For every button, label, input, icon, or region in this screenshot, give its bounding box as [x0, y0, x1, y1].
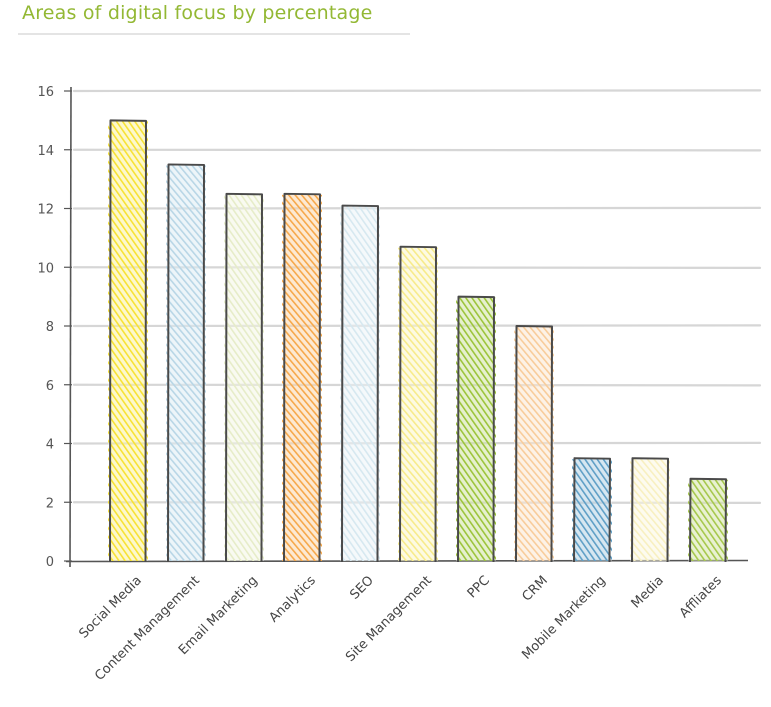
bar-outline: [515, 325, 553, 563]
bar-site-management: [398, 245, 438, 563]
x-tick-label-content-management: Content Management: [92, 573, 203, 684]
bar-fill: [572, 459, 612, 561]
bar-email-marketing: [224, 192, 264, 563]
bar-tint: [516, 326, 552, 561]
bar-fill: [630, 459, 670, 561]
x-tick-label-affliates: Affliates: [677, 573, 725, 621]
bar-outline: [341, 204, 379, 563]
x-tick-label-ppc: PPC: [465, 573, 493, 601]
y-tick-label-16: 16: [37, 85, 54, 100]
y-tick-label-0: 0: [46, 555, 54, 570]
bar-outline: [225, 192, 263, 563]
x-tick-label-seo: SEO: [347, 573, 376, 602]
bar-fill: [514, 327, 554, 561]
bar-tint: [110, 120, 146, 561]
bar-fill: [456, 297, 496, 561]
bar-social-media: [108, 119, 148, 563]
bars: [108, 119, 728, 563]
bar-outline: [283, 192, 321, 563]
bar-outline: [631, 457, 669, 563]
y-tick-label-14: 14: [37, 144, 54, 159]
bar-media: [630, 457, 670, 563]
bar-tint: [168, 164, 204, 561]
bar-crm: [514, 325, 554, 563]
chart-title: Areas of digital focus by percentage: [22, 2, 373, 24]
bar-tint: [458, 296, 494, 561]
bar-outline: [399, 245, 437, 563]
bar-outline: [573, 457, 611, 563]
bar-fill: [108, 121, 148, 561]
bar-seo: [340, 204, 380, 563]
y-tick-label-6: 6: [46, 379, 54, 394]
bar-mobile-marketing: [572, 457, 612, 563]
bar-tint: [226, 193, 262, 561]
bar-outline: [109, 119, 147, 563]
x-tick-label-analytics: Analytics: [266, 573, 319, 626]
bar-tint: [284, 193, 320, 561]
bar-tint: [574, 458, 610, 561]
bar-tint: [400, 246, 436, 561]
y-tick-label-10: 10: [37, 261, 54, 276]
bar-outline: [689, 477, 727, 563]
y-axis-line: [69, 86, 72, 568]
y-tick-label-12: 12: [37, 203, 54, 218]
bar-analytics: [282, 192, 322, 563]
x-tick-label-crm: CRM: [519, 573, 550, 604]
bar-fill: [398, 247, 438, 561]
y-tick-label-2: 2: [46, 496, 54, 511]
y-tick-label-8: 8: [46, 320, 54, 335]
bar-fill: [224, 194, 264, 561]
title-underline: [18, 33, 410, 35]
bar-content-management: [166, 163, 206, 563]
bar-outline: [167, 163, 205, 563]
bar-fill: [166, 165, 206, 561]
bar-fill: [688, 479, 728, 561]
bar-fill: [340, 206, 380, 561]
bar-ppc: [456, 295, 496, 563]
gridline-16: [72, 89, 762, 93]
bar-outline: [457, 295, 495, 563]
bar-tint: [632, 458, 668, 561]
y-tick-label-4: 4: [46, 438, 54, 453]
x-tick-label-media: Media: [629, 573, 667, 611]
gridline-14: [72, 148, 762, 152]
bar-affliates: [688, 477, 728, 563]
bar-tint: [342, 205, 378, 561]
bar-tint: [690, 478, 726, 561]
bar-fill: [282, 194, 322, 561]
